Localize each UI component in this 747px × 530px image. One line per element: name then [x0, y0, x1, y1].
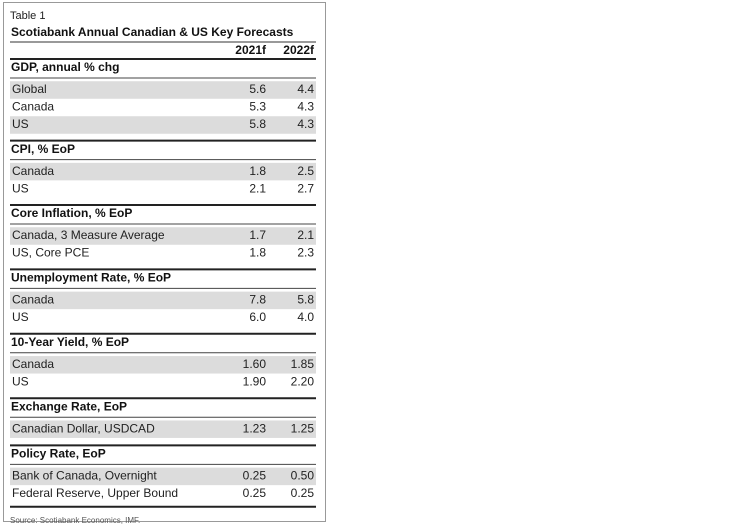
section-heading: Exchange Rate, EoP [11, 399, 127, 413]
row-label: Bank of Canada, Overnight [12, 469, 157, 483]
row-shade [10, 467, 316, 486]
column-header: 2021f [235, 43, 267, 57]
row-shade [10, 162, 316, 181]
cell-value: 5.8 [297, 293, 314, 307]
cell-value: 0.25 [243, 486, 267, 500]
row-label: US [12, 310, 29, 324]
cell-value: 2.3 [297, 246, 314, 260]
cell-value: 2.1 [249, 181, 266, 195]
cell-value: 2.7 [297, 181, 314, 195]
row-label: Canada [12, 164, 54, 178]
row-label: Canada [12, 100, 54, 114]
cell-value: 0.25 [291, 486, 315, 500]
cell-value: 2.1 [297, 228, 314, 242]
cell-value: 4.4 [297, 82, 314, 96]
cell-value: 2.5 [297, 164, 314, 178]
row-shade [10, 81, 316, 99]
table-label: Table 1 [10, 10, 45, 22]
row-label: Federal Reserve, Upper Bound [12, 486, 178, 500]
row-label: Canadian Dollar, USDCAD [12, 421, 155, 435]
source-note: Source: Scotiabank Economics, IMF. [10, 516, 140, 525]
row-label: US, Core PCE [12, 246, 89, 260]
section-heading: Unemployment Rate, % EoP [11, 271, 171, 285]
cell-value: 0.25 [243, 469, 267, 483]
section-heading: 10-Year Yield, % EoP [11, 335, 129, 349]
cell-value: 5.6 [249, 82, 266, 96]
row-shade [10, 291, 316, 310]
cell-value: 1.7 [249, 228, 266, 242]
cell-value: 1.8 [249, 164, 266, 178]
cell-value: 4.0 [297, 310, 314, 324]
cell-value: 0.50 [291, 469, 315, 483]
row-label: Global [12, 82, 47, 96]
cell-value: 4.3 [297, 100, 314, 114]
row-label: Canada [12, 357, 54, 371]
cell-value: 5.3 [249, 100, 266, 114]
cell-value: 1.90 [243, 374, 267, 388]
cell-value: 4.3 [297, 117, 314, 131]
frame [3, 2, 326, 522]
section-heading: GDP, annual % chg [11, 60, 119, 74]
row-label: US [12, 181, 29, 195]
section-heading: Policy Rate, EoP [11, 447, 106, 461]
cell-value: 5.8 [249, 117, 266, 131]
section-heading: Core Inflation, % EoP [11, 206, 132, 220]
cell-value: 6.0 [249, 310, 266, 324]
column-header: 2022f [283, 43, 315, 57]
row-label: US [12, 374, 29, 388]
cell-value: 1.23 [243, 421, 267, 435]
row-shade [10, 227, 316, 245]
table-title: Scotiabank Annual Canadian & US Key Fore… [11, 25, 294, 39]
row-label: Canada [12, 293, 54, 307]
row-label: US [12, 117, 29, 131]
cell-value: 1.8 [249, 246, 266, 260]
row-label: Canada, 3 Measure Average [12, 228, 165, 242]
row-shade [10, 420, 316, 438]
row-shade [10, 116, 316, 134]
cell-value: 1.60 [243, 357, 267, 371]
cell-value: 7.8 [249, 293, 266, 307]
cell-value: 1.85 [291, 357, 315, 371]
cell-value: 1.25 [291, 421, 315, 435]
cell-value: 2.20 [291, 374, 315, 388]
section-heading: CPI, % EoP [11, 142, 75, 156]
row-shade [10, 356, 316, 374]
